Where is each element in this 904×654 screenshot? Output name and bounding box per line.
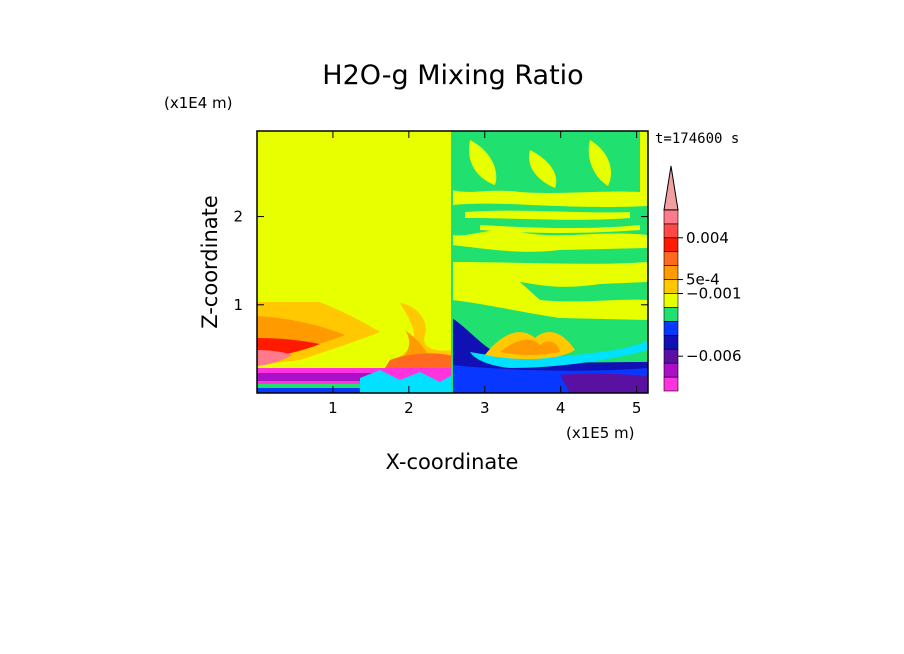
colorbar-swatch — [663, 348, 679, 364]
colorbar-swatch — [663, 321, 679, 336]
colorbar-swatch — [663, 279, 679, 294]
upper-yellow-streaks — [465, 140, 640, 233]
colorbar-label: 5e-4 — [686, 271, 720, 289]
colorbar-swatch — [663, 223, 679, 239]
colorbar-swatch — [663, 237, 679, 253]
boundary-layer — [257, 368, 452, 393]
colorbar-swatch — [663, 293, 679, 308]
colorbar-label: 0.004 — [686, 229, 729, 247]
mid-plume — [385, 303, 452, 368]
chart-title: H2O-g Mixing Ratio — [322, 60, 583, 91]
y-tick-label: 1 — [233, 296, 243, 314]
colorbar-swatch — [663, 251, 679, 266]
colorbar-swatch — [663, 307, 679, 322]
y-axis-label: Z-coordinate — [198, 195, 222, 329]
x-tick-label: 1 — [328, 399, 338, 417]
y-scale-label: (x1E4 m) — [164, 94, 233, 112]
time-label: t=174600 s — [655, 131, 739, 147]
colorbar-swatch — [663, 334, 679, 350]
x-tick-label: 5 — [632, 399, 642, 417]
x-tick-label: 2 — [404, 399, 414, 417]
colorbar-swatch — [663, 265, 679, 280]
x-tick-label: 3 — [480, 399, 490, 417]
right-lower-field — [452, 310, 648, 393]
x-axis-label: X-coordinate — [386, 450, 519, 474]
x-tick-label: 4 — [556, 399, 566, 417]
colorbar-label: −0.006 — [686, 347, 742, 365]
colorbar-swatch — [663, 209, 679, 225]
y-axis-ticks: 12 — [233, 208, 648, 314]
x-axis-ticks: 1 2 3 4 5 — [328, 131, 641, 417]
plot-frame — [256, 130, 649, 394]
x-scale-label: (x1E5 m) — [566, 424, 635, 442]
plot-area — [257, 131, 648, 393]
colorbar-swatch — [663, 362, 679, 378]
colorbar-swatch — [663, 376, 679, 392]
y-tick-label: 2 — [233, 208, 243, 226]
colorbar-arrow — [663, 165, 679, 211]
colorbar-label: −0.001 — [686, 285, 742, 303]
left-moist-layer — [257, 302, 380, 366]
